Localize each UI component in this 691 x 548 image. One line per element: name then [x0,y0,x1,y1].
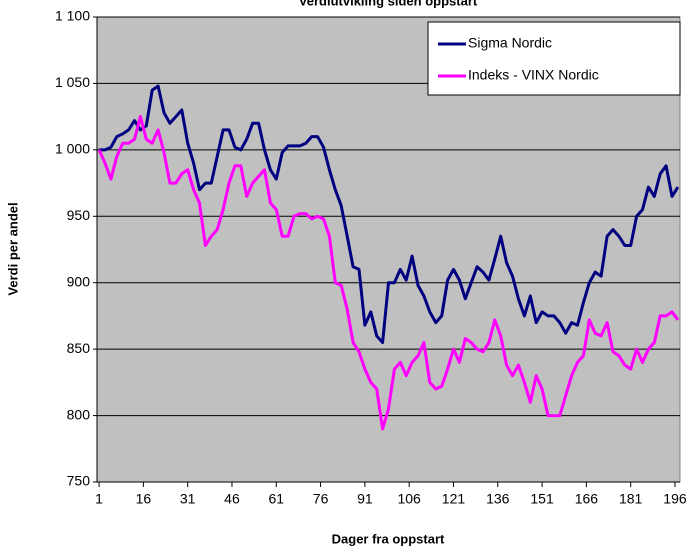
x-axis-title: Dager fra oppstart [332,531,445,546]
marks: 750 800 850 900 950 1 000 1 050 1 100 1 16 31 46 61 7… [55,8,687,507]
x-tick-label: 31 [180,491,196,507]
y-tick-label: 950 [67,207,91,223]
x-tick-label: 76 [313,491,329,507]
chart-title: Verdiutvikling siden oppstart [299,0,478,8]
y-tick-label: 900 [67,273,91,289]
x-tick-label: 46 [224,491,240,507]
y-axis-title: Verdi per andel [5,202,20,295]
legend-box [427,21,681,96]
series-line [97,115,680,431]
y-tick-label: 1 100 [55,8,90,24]
x-tick-label: 166 [575,491,599,507]
x-tick-label: 136 [486,491,510,507]
x-tick-label: 196 [663,491,687,507]
x-tick-label: 121 [442,491,466,507]
x-tick-label: 181 [619,491,643,507]
legend-label: Indeks - VINX Nordic [468,67,599,83]
x-tick-label: 1 [95,491,103,507]
legend-label: Sigma Nordic [468,35,552,51]
y-tick-label: 800 [67,406,91,422]
legend: Sigma Nordic Indeks - VINX Nordic [427,21,681,96]
y-tick-label: 1 050 [55,74,90,90]
y-tick-label: 850 [67,340,91,356]
x-tick-label: 16 [136,491,152,507]
x-tick-label: 91 [357,491,373,507]
x-tick-label: 61 [268,491,284,507]
y-tick-label: 1 000 [55,141,90,157]
series-line [99,84,680,344]
y-tick-label: 750 [67,473,91,489]
x-tick-label: 151 [530,491,554,507]
x-tick-label: 106 [397,491,421,507]
